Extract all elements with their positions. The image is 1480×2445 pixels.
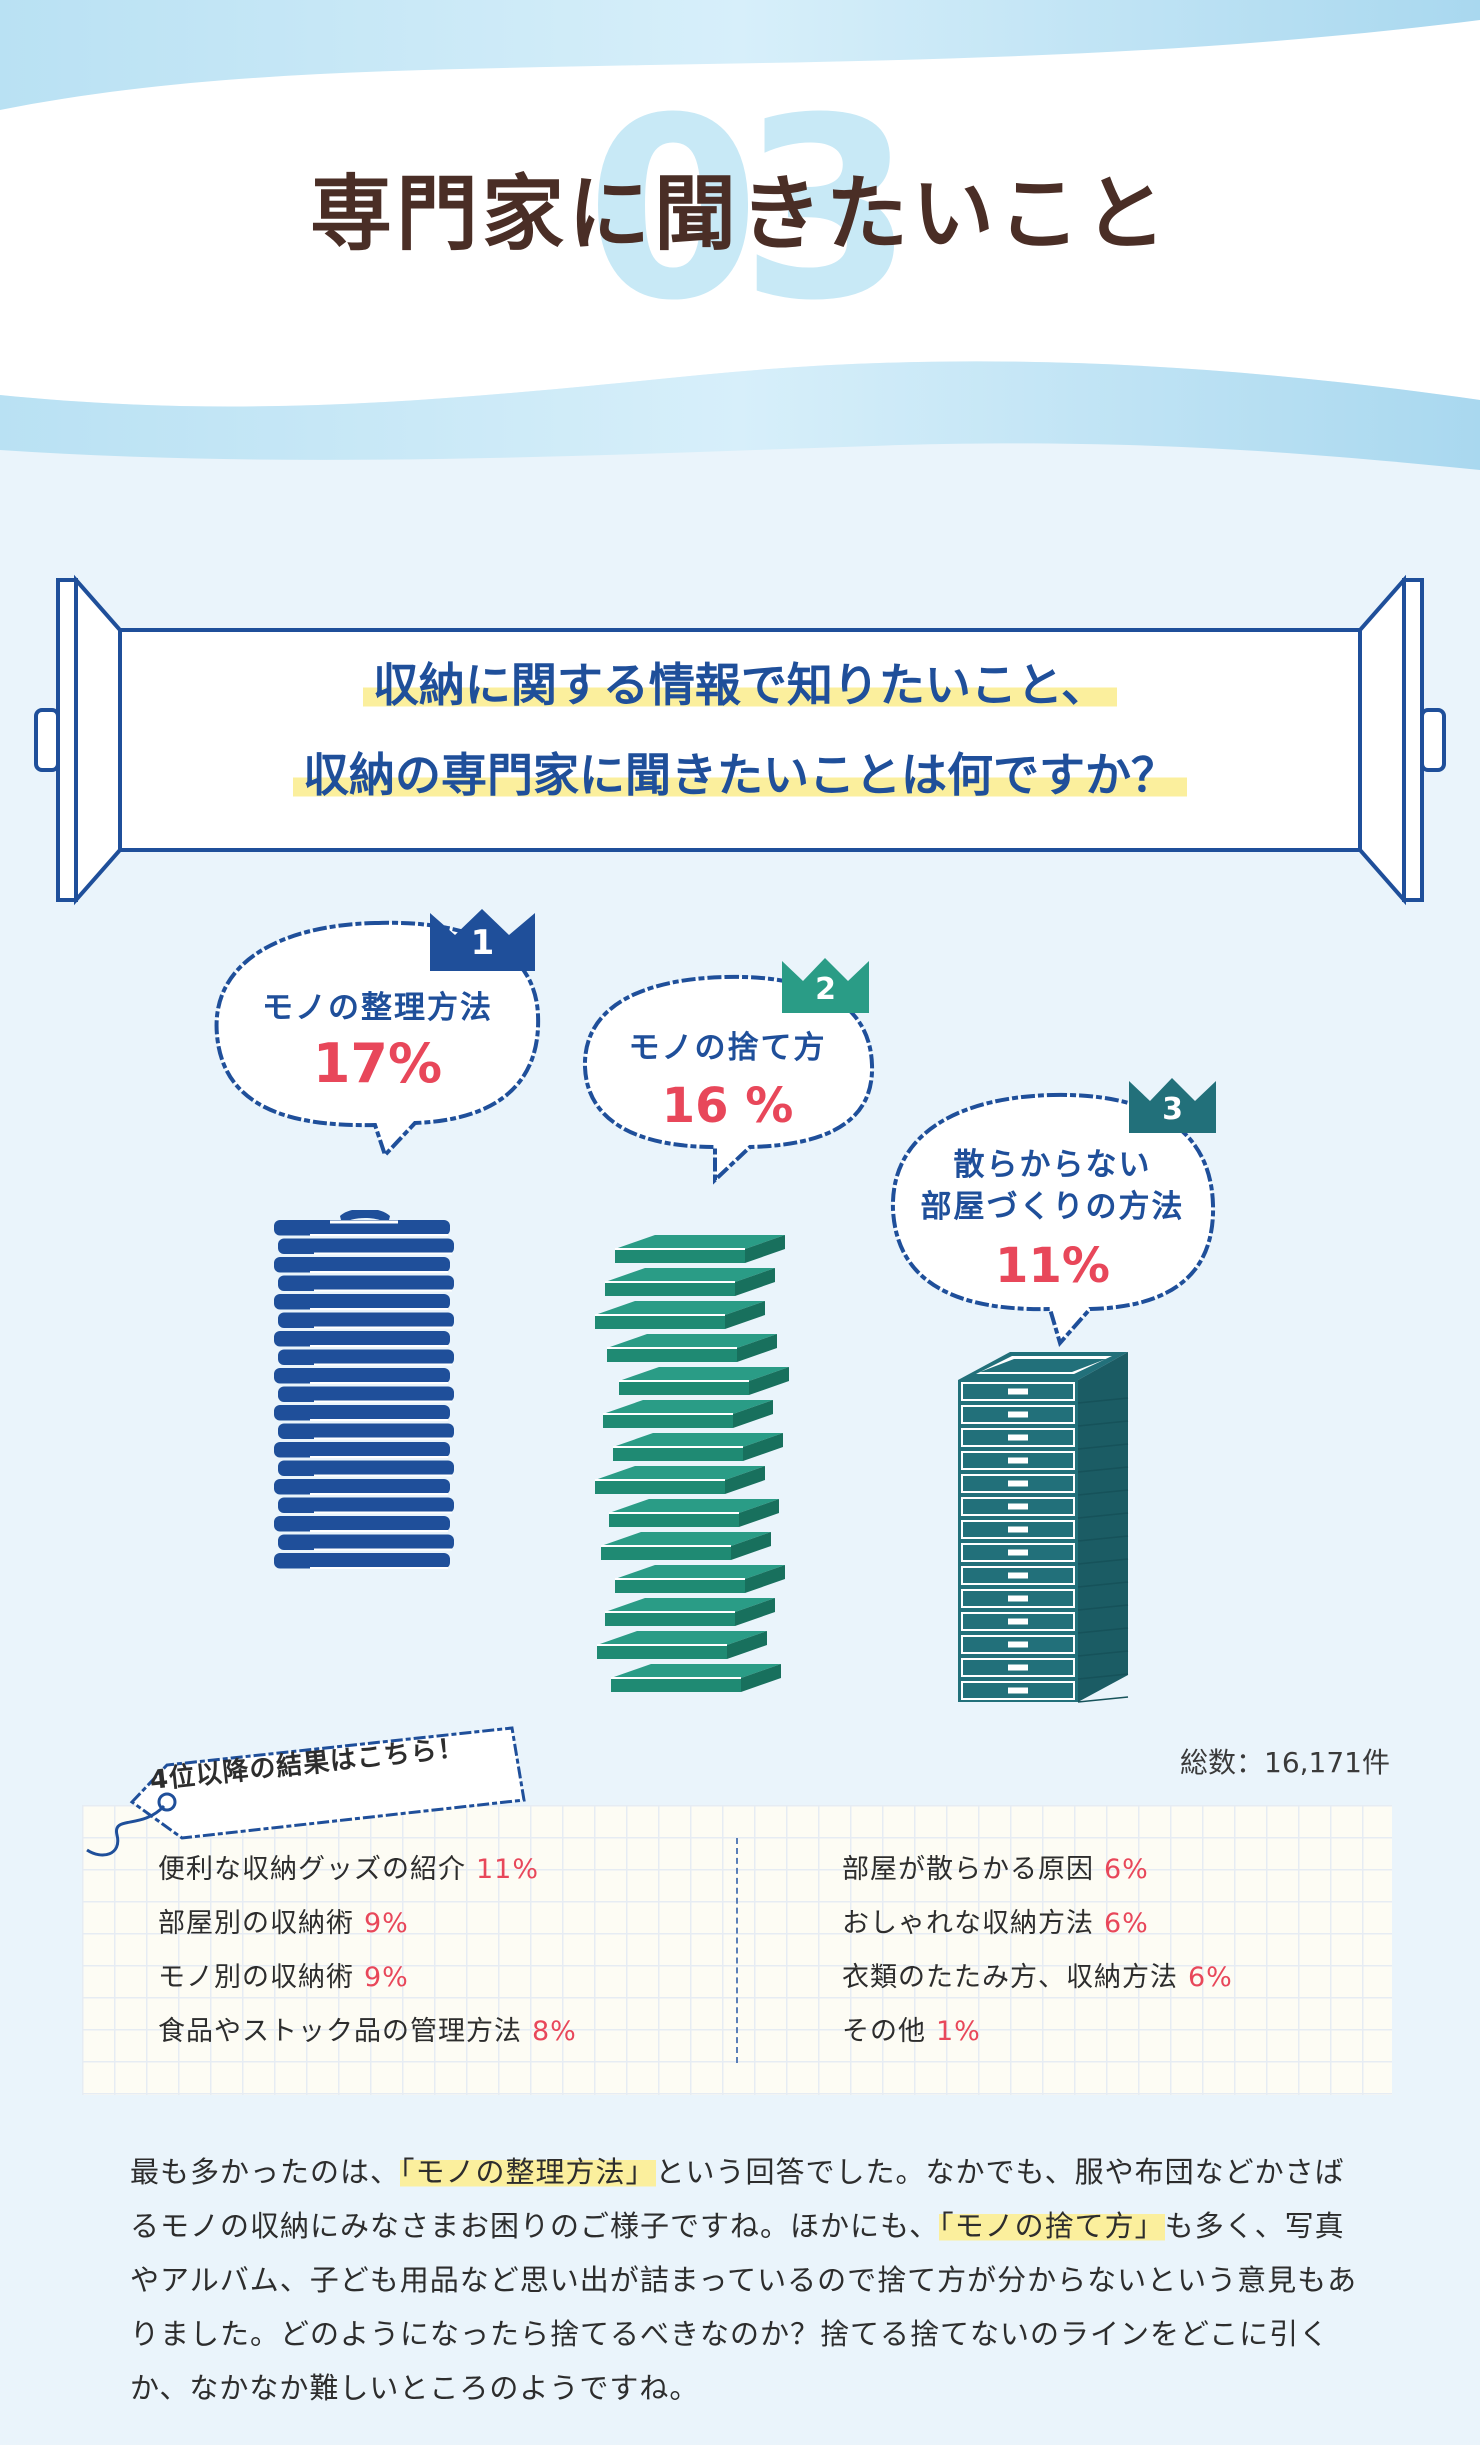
list-item: 食品やストック品の管理方法 8%: [158, 2014, 577, 2050]
rank-1-percent: 17%: [205, 1033, 550, 1095]
question-line-1: 収納に関する情報で知りたいこと、: [0, 655, 1480, 715]
list-item: おしゃれな収納方法 6%: [842, 1906, 1149, 1942]
rank-3-label-line2: 部屋づくりの方法: [885, 1187, 1220, 1227]
rank-3-percent: 11%: [885, 1235, 1220, 1297]
highlight-top-answer: 「モノの整理方法」: [400, 2155, 656, 2189]
drawer-cabinet-icon: [950, 1350, 1135, 1705]
question-line-2: 収納の専門家に聞きたいことは何ですか？: [0, 745, 1480, 805]
page-title: 専門家に聞きたいこと: [0, 165, 1480, 265]
rank-1-label: モノの整理方法: [205, 988, 550, 1028]
total-count: 総数：16,171件: [1130, 1745, 1390, 1781]
list-item: 衣類のたたみ方、収納方法 6%: [842, 1960, 1233, 1996]
stacked-boxes-icon: [595, 1225, 795, 1705]
list-item: 部屋が散らかる原因 6%: [842, 1852, 1149, 1888]
rank-2-percent: 16 %: [575, 1075, 880, 1137]
column-divider: [736, 1838, 738, 2063]
summary-paragraph: 最も多かったのは、「モノの整理方法」という回答でした。なかでも、服や布団などかさ…: [130, 2145, 1360, 2415]
list-item: その他 1%: [842, 2014, 981, 2050]
stacked-folded-clothes-icon: [270, 1210, 460, 1580]
list-item: モノ別の収納術 9%: [158, 1960, 409, 1996]
rank-3-label-line1: 散らからない: [885, 1145, 1220, 1185]
rank-3-number: 3: [1125, 1090, 1220, 1130]
rank-2-number: 2: [778, 970, 873, 1010]
scroll-banner: [30, 570, 1450, 910]
highlight-second-answer: 「モノの捨て方」: [939, 2209, 1165, 2243]
rank-1-number: 1: [425, 923, 540, 963]
list-item: 部屋別の収納術 9%: [158, 1906, 409, 1942]
rank-2-label: モノの捨て方: [575, 1028, 880, 1068]
list-item: 便利な収納グッズの紹介 11%: [158, 1852, 539, 1888]
